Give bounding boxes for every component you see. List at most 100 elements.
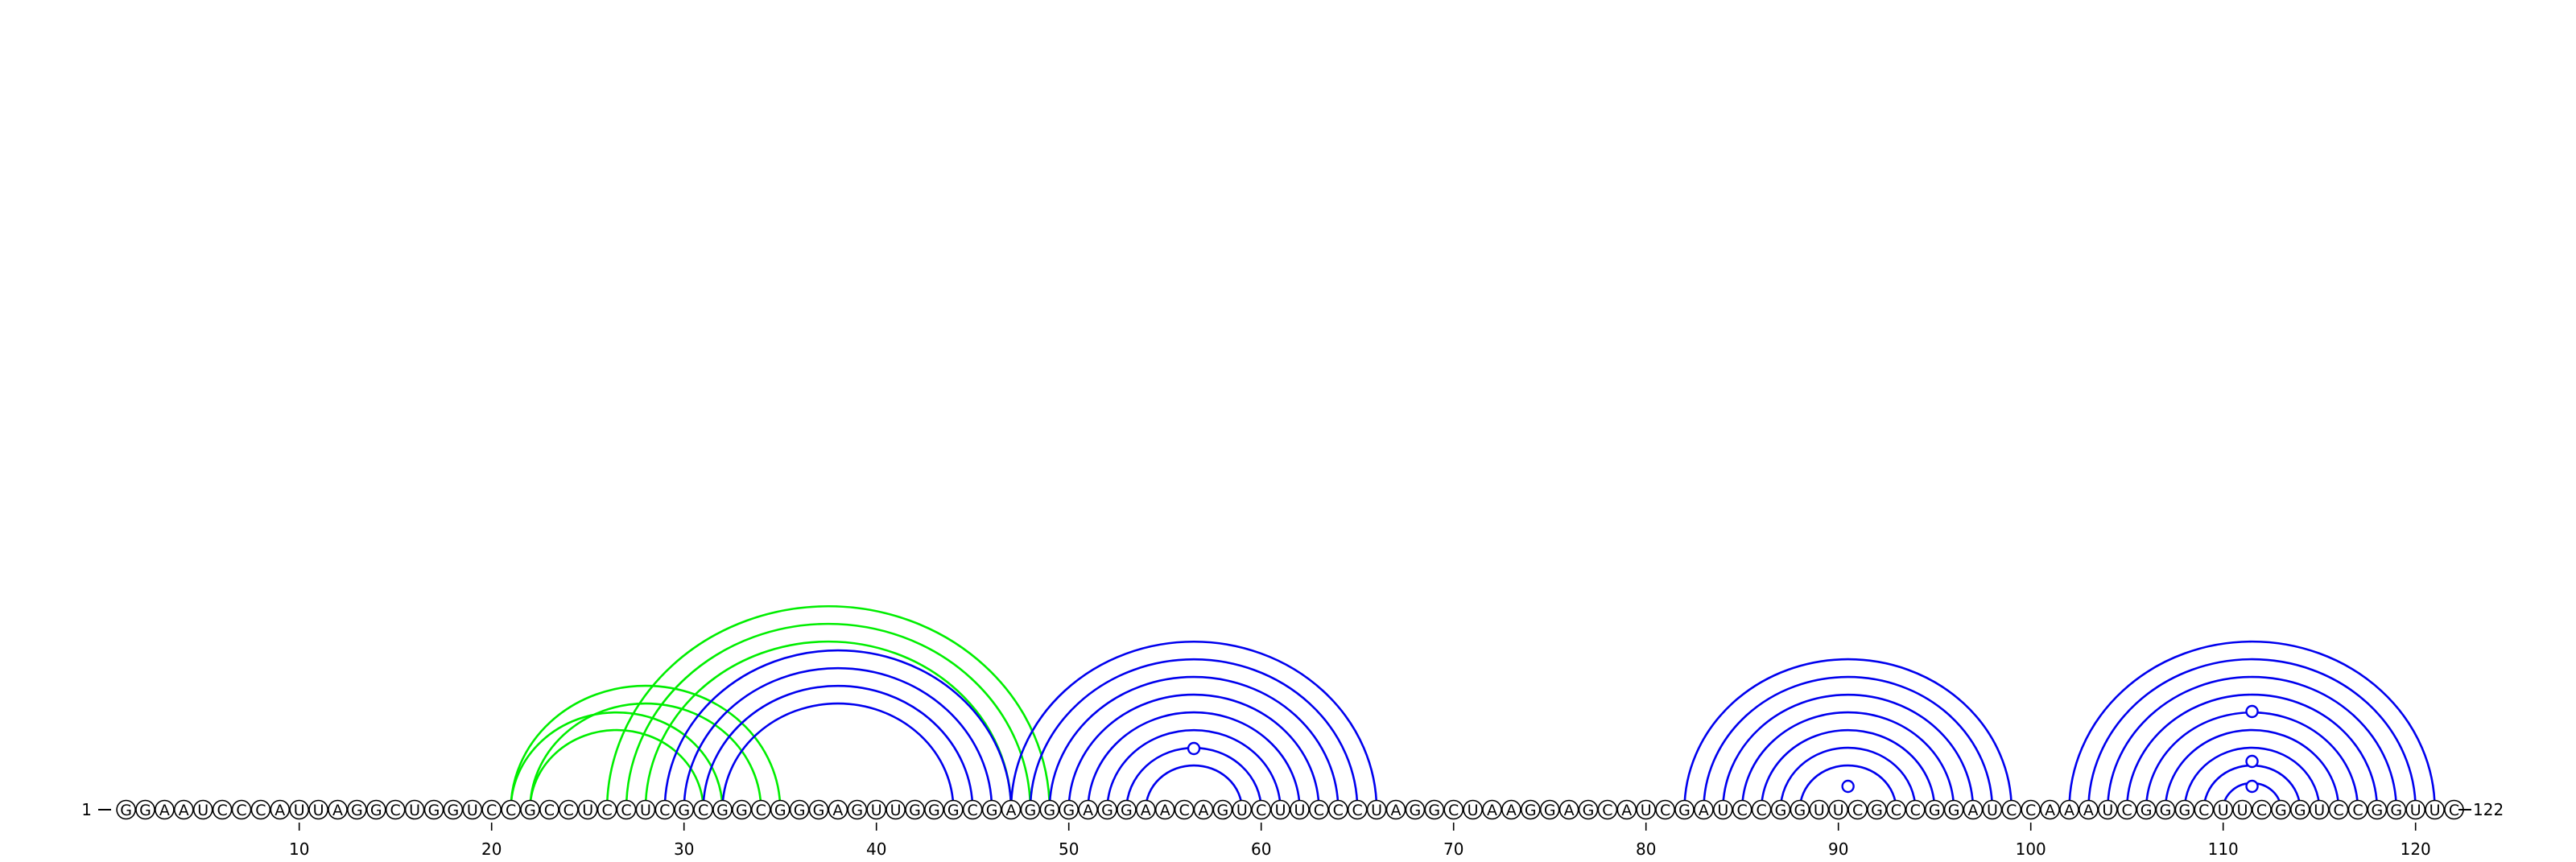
nucleotide-circle <box>308 799 328 820</box>
nucleotide-circle <box>1001 799 1022 820</box>
nucleotide-18: G <box>443 799 464 820</box>
nucleotide-letter: C <box>1179 802 1189 819</box>
nucleotide-circle <box>1020 799 1041 820</box>
nucleotide-circle <box>808 799 829 820</box>
nucleotide-107: G <box>2155 799 2176 820</box>
nucleotide-letter: A <box>275 802 285 819</box>
nucleotide-33: G <box>732 799 752 820</box>
nucleotide-letter: G <box>928 802 940 819</box>
nucleotide-letter: A <box>179 802 189 819</box>
nucleotide-circle <box>1828 799 1848 820</box>
nucleotide-letter: C <box>486 802 497 819</box>
nucleotide-91: C <box>1847 799 1868 820</box>
nucleotide-103: A <box>2079 799 2099 820</box>
nucleotide-96: G <box>1943 799 1964 820</box>
nucleotide-circle <box>2040 799 2060 820</box>
nucleotide-circle <box>2194 799 2215 820</box>
nucleotide-114: G <box>2290 799 2310 820</box>
nucleotide-56: C <box>1174 799 1195 820</box>
nucleotide-11: U <box>308 799 328 820</box>
nucleotide-letter: G <box>678 802 690 819</box>
alternate-arc-21-32 <box>510 711 724 810</box>
nucleotide-104: U <box>2098 799 2118 820</box>
nucleotide-circle <box>1924 799 1945 820</box>
nucleotide-letter: A <box>832 802 843 819</box>
nucleotide-67: A <box>1385 799 1406 820</box>
tick-80: 80 <box>1636 823 1656 859</box>
nucleotide-circle <box>1078 799 1098 820</box>
tick-50: 50 <box>1059 823 1079 859</box>
hairpin-marker-layer <box>1187 704 2259 794</box>
nucleotide-letter: C <box>1314 802 1324 819</box>
tick-label: 80 <box>1636 839 1656 858</box>
nucleotide-98: U <box>1982 799 2003 820</box>
tick-20: 20 <box>481 823 502 859</box>
nucleotide-circle <box>1694 799 1714 820</box>
nucleotide-letter: G <box>1525 802 1537 819</box>
nucleotide-110: U <box>2213 799 2233 820</box>
nucleotide-letter: G <box>448 802 460 819</box>
nucleotide-circle <box>1385 799 1406 820</box>
nucleotide-circle <box>597 799 617 820</box>
primary-arc-54-59 <box>1145 764 1244 810</box>
nucleotide-116: C <box>2328 799 2349 820</box>
nucleotide-letter: U <box>1371 802 1382 819</box>
nucleotide-circle <box>1097 799 1117 820</box>
nucleotide-42: G <box>905 799 925 820</box>
nucleotide-circle <box>462 799 483 820</box>
nucleotide-letter: C <box>601 802 612 819</box>
primary-arc-84-97 <box>1722 693 1975 810</box>
nucleotide-49: G <box>1039 799 1060 820</box>
nucleotide-82: G <box>1674 799 1695 820</box>
nucleotide-circle <box>1905 799 1926 820</box>
nucleotide-circle <box>943 799 964 820</box>
nucleotide-letter: G <box>139 802 151 819</box>
nucleotide-circle <box>385 799 406 820</box>
nucleotide-circle <box>1501 799 1521 820</box>
nucleotide-letter: C <box>1333 802 1344 819</box>
nucleotide-44: G <box>943 799 964 820</box>
tick-110: 110 <box>2208 823 2239 859</box>
end-label: 122 <box>2473 800 2504 819</box>
nucleotide-61: U <box>1270 799 1290 820</box>
nucleotide-120: U <box>2405 799 2425 820</box>
nucleotide-circle <box>654 799 675 820</box>
nucleotide-circle <box>1424 799 1445 820</box>
nucleotide-circle <box>1443 799 1463 820</box>
nucleotide-36: G <box>789 799 810 820</box>
hairpin-marker <box>2245 754 2259 769</box>
nucleotide-circle <box>1713 799 1733 820</box>
nucleotide-circle <box>2290 799 2310 820</box>
nucleotide-102: A <box>2059 799 2079 820</box>
nucleotide-letter: G <box>351 802 363 819</box>
nucleotide-circle <box>635 799 656 820</box>
nucleotide-letter: C <box>2449 802 2459 819</box>
nucleotide-letter: C <box>1756 802 1766 819</box>
nucleotide-letter: A <box>1487 802 1497 819</box>
nucleotide-letter: U <box>197 802 208 819</box>
nucleotide-letter: C <box>255 802 266 819</box>
nucleotide-circle <box>981 799 1002 820</box>
nucleotide-57: A <box>1193 799 1214 820</box>
nucleotide-35: G <box>770 799 791 820</box>
nucleotide-circle <box>1809 799 1830 820</box>
nucleotide-24: C <box>558 799 579 820</box>
nucleotide-13: G <box>347 799 367 820</box>
nucleotide-letter: C <box>1737 802 1748 819</box>
nucleotide-circle <box>2136 799 2157 820</box>
nucleotide-letter: G <box>716 802 729 819</box>
nucleotide-letter: U <box>2429 802 2441 819</box>
nucleotide-63: C <box>1309 799 1329 820</box>
tick-70: 70 <box>1443 823 1463 859</box>
nucleotide-letter: G <box>1428 802 1440 819</box>
nucleotide-letter: A <box>1141 802 1151 819</box>
nucleotide-letter: G <box>1794 802 1806 819</box>
nucleotide-letter: G <box>524 802 536 819</box>
primary-arc-102-121 <box>2068 640 2436 810</box>
nucleotide-53: G <box>1117 799 1137 820</box>
nucleotide-letter: G <box>370 802 382 819</box>
nucleotide-88: G <box>1790 799 1810 820</box>
nucleotide-letter: C <box>1852 802 1863 819</box>
nucleotide-14: G <box>365 799 386 820</box>
